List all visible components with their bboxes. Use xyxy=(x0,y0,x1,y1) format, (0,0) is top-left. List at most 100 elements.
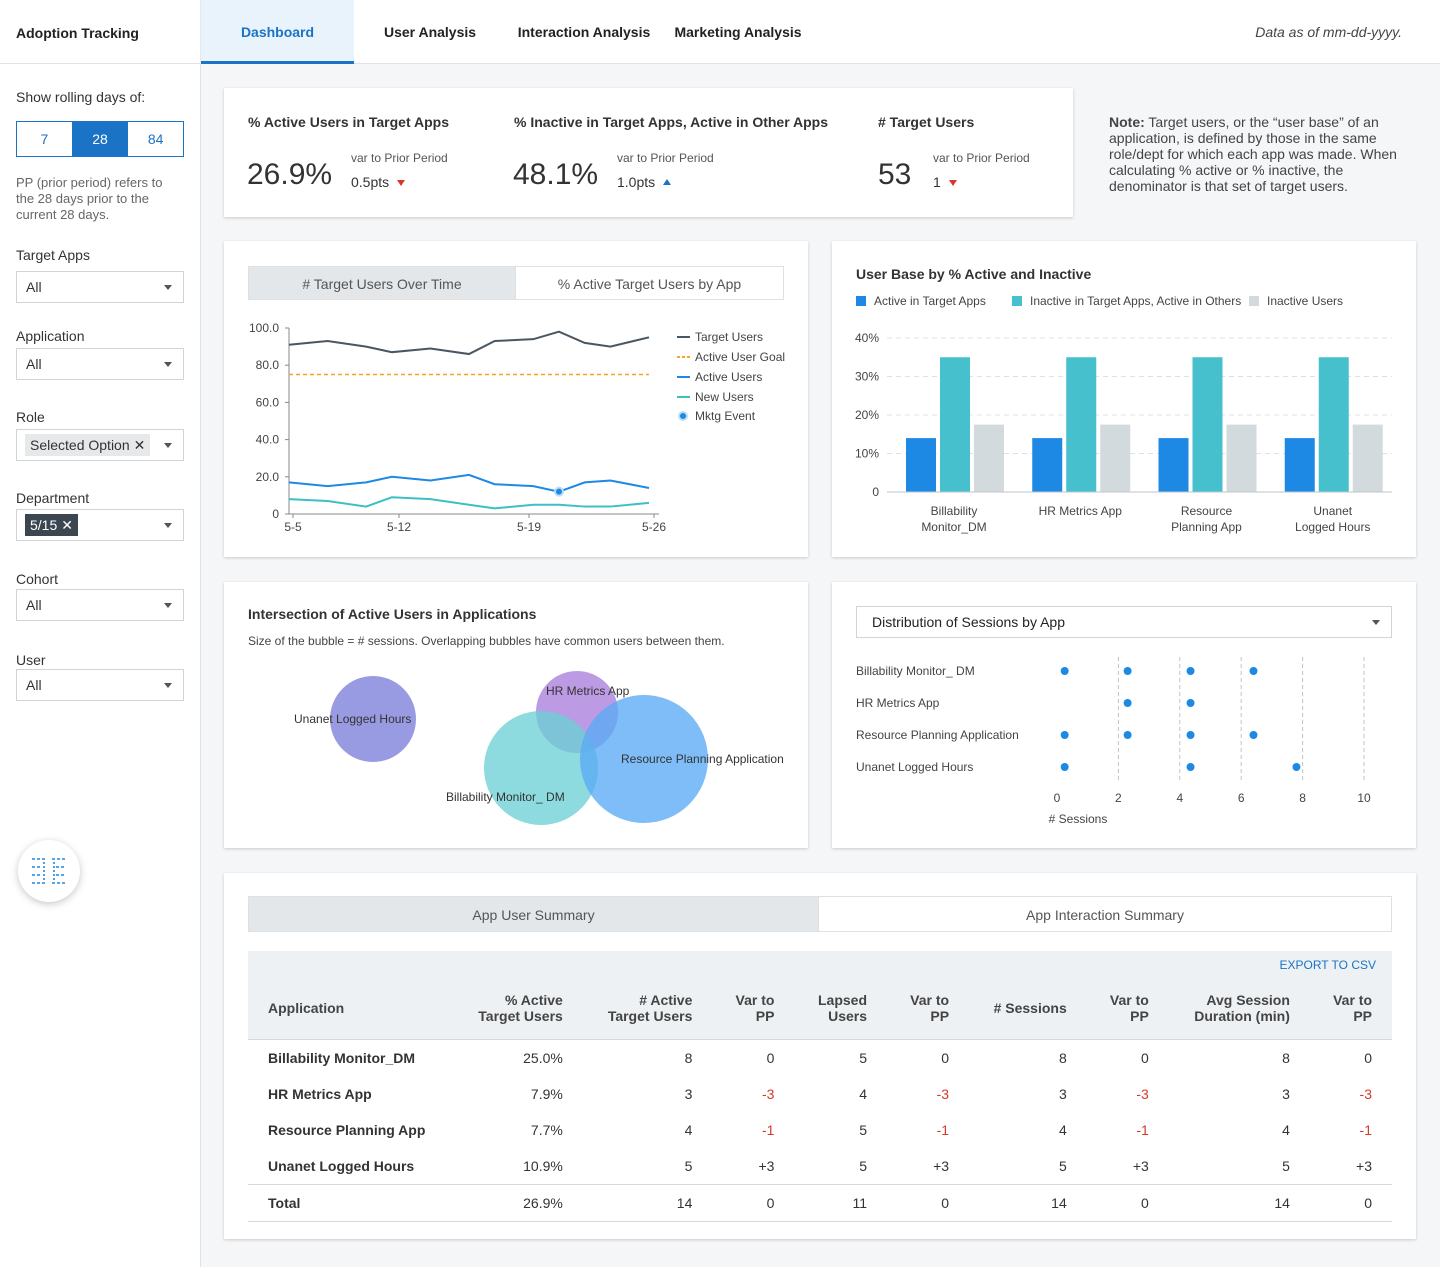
table-cell: 4 xyxy=(1058,1122,1067,1138)
floating-action-button[interactable] xyxy=(18,840,80,902)
cohort-select[interactable]: All xyxy=(16,589,184,621)
rolling-days-toggle: 7 28 84 xyxy=(16,121,184,157)
table-cell: 3 xyxy=(1058,1086,1067,1102)
session-point xyxy=(1123,667,1132,675)
table-cell: 0 xyxy=(1141,1050,1149,1066)
chevron-down-icon xyxy=(164,362,172,367)
column-header[interactable]: Lapsed Users xyxy=(794,977,888,1039)
column-header[interactable]: Var to PP xyxy=(1086,977,1169,1039)
role-select[interactable]: Selected Option ✕ xyxy=(16,429,184,461)
table-cell: 14 xyxy=(969,1183,1087,1222)
column-header[interactable]: # Sessions xyxy=(969,977,1087,1039)
application-value: All xyxy=(26,356,42,372)
kpi-inactive-var-label: var to Prior Period xyxy=(617,151,714,165)
session-point xyxy=(1186,699,1195,707)
table-cell: 8 xyxy=(1058,1050,1067,1066)
session-point xyxy=(1186,667,1195,675)
x-tick-label: 6 xyxy=(1238,791,1245,805)
bar-active-in-target-apps xyxy=(906,438,936,492)
column-header[interactable]: Var to PP xyxy=(1309,977,1392,1039)
tab-app-interaction-summary[interactable]: App Interaction Summary xyxy=(818,896,1392,932)
tab-target-users-over-time[interactable]: # Target Users Over Time xyxy=(248,266,516,300)
close-icon[interactable]: ✕ xyxy=(61,517,73,533)
role-label: Role xyxy=(16,409,45,425)
export-csv-link[interactable]: EXPORT TO CSV xyxy=(1279,958,1376,972)
table-cell: 5 xyxy=(1058,1157,1067,1174)
tab-dashboard[interactable]: Dashboard xyxy=(201,0,354,64)
tab-interaction-analysis[interactable]: Interaction Analysis xyxy=(517,24,651,40)
kpi-target-var: 1 xyxy=(933,174,957,190)
y-tick-label: 100.0 xyxy=(249,321,279,335)
tab-app-user-summary[interactable]: App User Summary xyxy=(248,896,819,932)
table-cell: 8 xyxy=(1282,1050,1290,1066)
department-select[interactable]: 5/15 ✕ xyxy=(16,509,184,541)
y-tick-label: 10% xyxy=(855,447,879,461)
kpi-target-value: 53 xyxy=(878,158,912,191)
kpi-inactive-value: 48.1% xyxy=(513,158,599,191)
category-label: Billability xyxy=(931,504,978,518)
intersection-bubble-chart: Unanet Logged Hours HR Metrics App Billabi… xyxy=(294,671,784,825)
bar-active-in-target-apps xyxy=(1284,438,1315,492)
x-tick-label: 5-19 xyxy=(517,520,541,534)
target-apps-select[interactable]: All xyxy=(16,271,184,303)
category-label: Monitor_DM xyxy=(921,520,986,534)
up-arrow-icon xyxy=(663,179,672,185)
user-base-bar-chart: Active in Target Apps Inactive in Target … xyxy=(855,294,1392,534)
tab-active-target-users-by-app[interactable]: % Active Target Users by App xyxy=(515,266,784,300)
department-label: Department xyxy=(16,490,90,506)
bar-inactive-in-target-apps-active-in-others xyxy=(1318,357,1349,492)
target-users-note: Note: Target users, or the “user base” o… xyxy=(1109,114,1399,194)
bar-inactive-users xyxy=(1100,424,1131,492)
legend-label: Inactive Users xyxy=(1267,294,1343,308)
column-header[interactable]: % Active Target Users xyxy=(453,977,583,1039)
user-select[interactable]: All xyxy=(16,669,184,701)
bubble-billability-monitor-dm xyxy=(484,711,598,825)
column-header[interactable]: Avg Session Duration (min) xyxy=(1168,977,1310,1039)
tab-user-analysis[interactable]: User Analysis xyxy=(383,24,477,40)
table-cell: 5 xyxy=(684,1157,693,1174)
close-icon[interactable]: ✕ xyxy=(133,437,146,453)
table-cell: 26.9% xyxy=(453,1183,583,1222)
department-chip-label: 5/15 xyxy=(30,517,58,533)
chevron-down-icon xyxy=(164,523,172,528)
y-tick-label: 0 xyxy=(872,485,879,499)
distribution-select[interactable]: Distribution of Sessions by App xyxy=(856,606,1392,638)
y-tick-label: 80.0 xyxy=(256,358,280,372)
y-tick-label: 20% xyxy=(855,408,879,422)
category-label: Unanet xyxy=(1313,504,1352,518)
summary-table: Application% Active Target Users # Active T… xyxy=(248,977,1392,1222)
table-cell: 0 xyxy=(766,1050,775,1066)
chevron-down-icon xyxy=(164,603,172,608)
table-cell: 5 xyxy=(859,1157,868,1174)
kpi-active-value: 26.9% xyxy=(247,158,333,191)
rolling-option-28[interactable]: 28 xyxy=(72,122,129,156)
x-tick-label: 0 xyxy=(1054,791,1061,805)
session-point xyxy=(1292,763,1301,771)
sessions-distribution-chart: 0 2 4 6 8 10 Billability Monitor_ DM HR Metrics… xyxy=(856,657,1371,826)
rolling-option-84[interactable]: 84 xyxy=(147,131,164,147)
column-header[interactable]: # Active Target Users xyxy=(582,977,713,1039)
session-point xyxy=(1060,667,1069,675)
tab-marketing-analysis[interactable]: Marketing Analysis xyxy=(674,24,802,40)
bubble-label: HR Metrics App xyxy=(546,684,630,698)
table-row: Resource Planning App 7.7% 4 -1 5 -1 4 -1 4 -1 xyxy=(248,1112,1392,1148)
y-tick-label: 40% xyxy=(855,331,879,345)
column-header[interactable]: Application xyxy=(248,977,454,1039)
export-bar: EXPORT TO CSV xyxy=(248,951,1392,977)
y-tick-label: 30% xyxy=(855,370,879,384)
session-point xyxy=(1249,731,1258,739)
application-select[interactable]: All xyxy=(16,348,184,380)
legend-label: Target Users xyxy=(695,330,763,344)
legend-swatch xyxy=(678,411,688,421)
table-cell: 8 xyxy=(684,1050,693,1066)
bar-inactive-users xyxy=(1352,424,1383,492)
legend-label: New Users xyxy=(695,390,754,404)
column-header[interactable]: Var to PP xyxy=(712,977,795,1039)
column-header[interactable]: Var to PP xyxy=(887,977,970,1039)
chevron-down-icon xyxy=(1372,620,1380,625)
rolling-option-7[interactable]: 7 xyxy=(17,122,73,156)
kpi-active-var: 0.5pts xyxy=(351,174,406,190)
chevron-down-icon xyxy=(164,285,172,290)
summary-tabs: App User Summary App Interaction Summary xyxy=(248,896,1392,932)
table-cell: 11 xyxy=(794,1183,888,1222)
